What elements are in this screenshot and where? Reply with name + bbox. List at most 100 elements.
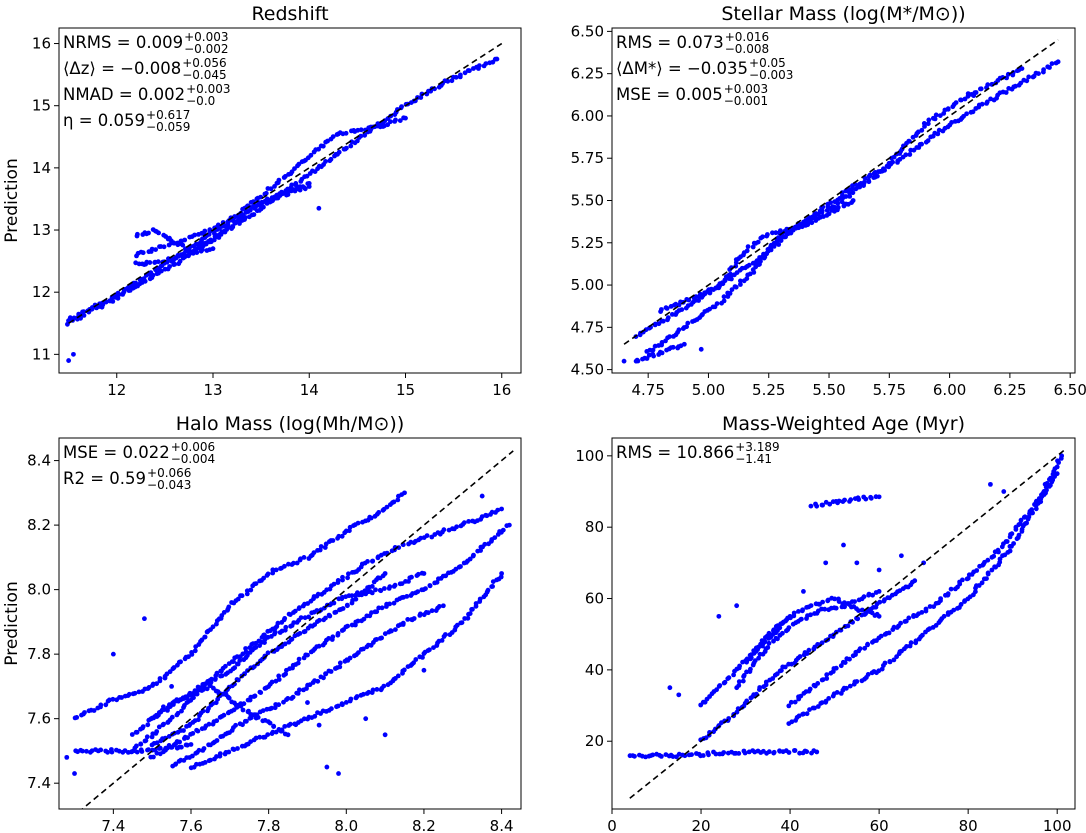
data-point: [297, 631, 303, 636]
data-point: [361, 616, 367, 622]
data-point: [997, 556, 1003, 562]
data-point: [427, 647, 432, 653]
data-point: [214, 738, 220, 743]
series-6: [734, 588, 882, 691]
data-point: [1024, 520, 1029, 526]
y-tick-label: 15: [32, 97, 51, 115]
data-point: [362, 132, 368, 138]
data-point: [119, 695, 124, 700]
data-point: [275, 620, 281, 626]
data-point: [796, 224, 801, 229]
data-point: [870, 592, 875, 598]
data-point: [285, 696, 291, 701]
data-point: [275, 195, 281, 201]
panel-title: Mass-Weighted Age (Myr): [722, 413, 965, 435]
data-point: [740, 678, 746, 684]
series-7: [786, 471, 1060, 726]
data-point: [1016, 532, 1022, 538]
data-point: [847, 656, 852, 662]
data-point: [721, 294, 727, 300]
data-point: [246, 209, 251, 214]
stat-line: η = 0.059: [63, 111, 145, 130]
data-point: [393, 117, 398, 123]
data-point: [826, 211, 832, 217]
identity-line: [81, 450, 514, 809]
data-point: [777, 625, 783, 631]
identity-line: [623, 39, 1059, 345]
data-point: [789, 719, 795, 725]
data-point: [684, 324, 689, 330]
data-point: [382, 732, 388, 738]
data-point: [709, 286, 714, 292]
data-point: [276, 177, 282, 183]
data-point: [875, 173, 880, 179]
data-point: [796, 713, 802, 719]
data-point: [927, 604, 933, 609]
data-point: [842, 604, 847, 610]
data-point: [775, 636, 780, 642]
data-point: [836, 498, 842, 504]
data-point: [439, 638, 445, 643]
data-point: [878, 633, 884, 639]
stat-lower-error: −1.41: [735, 452, 772, 466]
data-point: [729, 276, 734, 282]
data-point: [786, 625, 792, 630]
data-point: [290, 694, 296, 700]
data-point: [766, 640, 772, 646]
data-point: [206, 706, 211, 711]
data-point: [751, 648, 757, 653]
data-point: [276, 702, 282, 708]
stat-lower-error: −0.008: [725, 42, 769, 56]
data-point: [1011, 541, 1016, 546]
data-point: [670, 754, 676, 759]
x-tick-label: 7.6: [179, 817, 203, 833]
y-tick-label: 40: [585, 661, 604, 679]
y-tick-label: 8.0: [27, 581, 51, 599]
data-point: [265, 650, 271, 656]
data-point: [239, 593, 245, 599]
x-tick-label: 0: [607, 817, 617, 833]
data-point: [484, 513, 490, 519]
data-point: [801, 711, 806, 717]
data-point: [323, 671, 329, 677]
data-point: [988, 481, 993, 487]
data-point: [490, 584, 495, 589]
data-point: [226, 604, 232, 610]
data-point: [213, 676, 218, 682]
data-point: [458, 564, 463, 569]
data-point: [842, 660, 848, 665]
data-point: [427, 583, 433, 588]
data-point: [316, 643, 322, 649]
data-point: [721, 750, 727, 755]
stat-line: RMS = 0.073: [616, 33, 724, 52]
y-tick-label: 6.25: [571, 65, 604, 83]
data-point: [74, 715, 80, 720]
data-point: [868, 495, 874, 501]
data-point: [91, 708, 97, 713]
x-tick-label: 60: [870, 817, 889, 833]
data-point: [951, 607, 957, 613]
data-point: [898, 553, 904, 559]
data-point: [876, 567, 882, 573]
data-point: [288, 721, 293, 727]
data-point: [146, 230, 151, 236]
panel-3: 7.4 7.6 7.8 8.0 8.2 8.4 7.4 7.6 7.8 8.0 8.2 8.4 Halo…: [2, 413, 522, 833]
data-point: [305, 652, 310, 658]
data-point: [382, 586, 387, 591]
stat-upper-error: +0.003: [186, 82, 230, 96]
data-point: [866, 178, 871, 184]
data-point: [765, 645, 771, 650]
data-point: [886, 630, 892, 636]
data-point: [670, 344, 676, 350]
data-point: [308, 152, 314, 158]
data-point: [381, 683, 387, 689]
data-point: [745, 244, 751, 250]
data-point: [171, 702, 176, 707]
data-point: [806, 647, 812, 653]
data-point: [714, 687, 719, 693]
data-point: [169, 714, 175, 720]
data-point: [115, 290, 121, 296]
data-point: [126, 691, 132, 697]
data-point: [700, 753, 706, 758]
data-point: [370, 687, 376, 693]
